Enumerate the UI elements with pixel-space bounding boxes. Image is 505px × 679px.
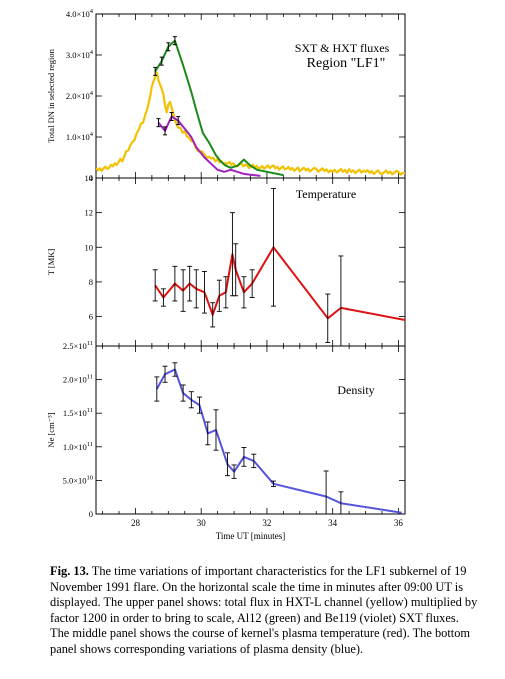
x-tick-label: 28 bbox=[131, 518, 141, 528]
y-tick-label: 2.0×104 bbox=[66, 90, 94, 101]
panel-fluxes: 0 1.0×104 2.0×104 3.0×104 4.0×104 Total DN in… bbox=[46, 8, 406, 183]
series-line bbox=[96, 71, 405, 176]
y-tick-label: 1.5×1011 bbox=[63, 407, 93, 418]
y-axis-label: Ne [cm⁻³] bbox=[46, 412, 56, 447]
panel-frame bbox=[95, 177, 406, 347]
y-tick-label: 1.0×1011 bbox=[63, 441, 93, 452]
y-axis-label: T [MK] bbox=[46, 249, 56, 276]
y-tick-label: 2.5×1011 bbox=[63, 340, 93, 351]
x-axis-label: Time UT [minutes] bbox=[216, 531, 286, 541]
y-tick-label: 4.0×104 bbox=[66, 8, 94, 19]
y-tick-label: 8 bbox=[89, 277, 93, 287]
series-line bbox=[154, 246, 405, 321]
y-tick-label: 12 bbox=[85, 208, 94, 218]
y-tick-label: 2.0×1011 bbox=[63, 374, 93, 385]
panel-annotation: Density bbox=[337, 383, 374, 397]
y-tick-label: 1.0×104 bbox=[66, 131, 94, 142]
series-group bbox=[154, 362, 402, 514]
x-tick-label: 32 bbox=[262, 518, 271, 528]
y-tick-label: 3.0×104 bbox=[66, 49, 94, 60]
panel-density: 0 5.0×1010 1.0×1011 1.5×1011 2.0×1011 2.5×101… bbox=[46, 340, 406, 541]
figure-caption: Fig. 13. The time variations of importan… bbox=[50, 564, 480, 657]
series-group bbox=[96, 36, 405, 177]
x-tick-label: 36 bbox=[394, 518, 404, 528]
caption-label: Fig. 13. bbox=[50, 564, 89, 578]
y-axis-label: Total DN in selected region bbox=[46, 48, 56, 143]
y-tick-label: 5.0×1010 bbox=[63, 474, 93, 485]
series-line bbox=[157, 115, 261, 177]
panel-temperature: 6 8 10 12 14 T [MK] Temperature bbox=[46, 173, 406, 347]
y-tick-label: 0 bbox=[89, 509, 93, 519]
series-line bbox=[155, 368, 402, 514]
y-tick-label: 14 bbox=[85, 173, 94, 183]
caption-text: The time variations of important charact… bbox=[50, 564, 478, 656]
series-group bbox=[152, 187, 405, 346]
panel-frame bbox=[95, 345, 406, 515]
panel-annotation: SXT & HXT fluxes bbox=[295, 41, 390, 55]
x-tick-label: 34 bbox=[328, 518, 338, 528]
series-line bbox=[154, 39, 284, 177]
x-tick-label: 30 bbox=[197, 518, 207, 528]
y-tick-label: 0 bbox=[89, 173, 93, 183]
panel-annotation: Region "LF1" bbox=[307, 56, 386, 71]
y-tick-label: 10 bbox=[85, 242, 94, 252]
panel-annotation: Temperature bbox=[296, 187, 356, 201]
y-tick-label: 6 bbox=[89, 312, 93, 322]
figure-panels: 0 1.0×104 2.0×104 3.0×104 4.0×104 Total DN in… bbox=[46, 8, 406, 541]
panel-frame bbox=[95, 13, 406, 179]
